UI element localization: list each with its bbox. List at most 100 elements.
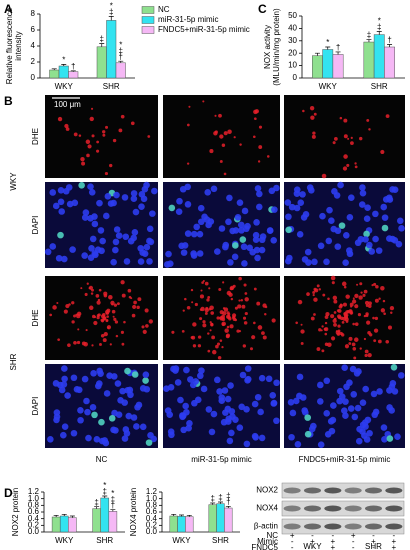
nucleus: [338, 222, 346, 229]
condition-sign: -: [311, 543, 314, 550]
legend-label: NC: [158, 5, 170, 14]
y-tick-label: 1.0: [146, 494, 158, 503]
dhe-signal: [222, 281, 225, 284]
condition-sign: +: [310, 537, 315, 546]
nucleus: [208, 428, 216, 436]
nucleus: [123, 258, 131, 265]
nucleus: [93, 436, 101, 443]
dhe-signal: [212, 349, 217, 355]
nucleus: [225, 218, 232, 226]
nucleus: [397, 372, 405, 379]
nucleus: [187, 376, 194, 383]
dhe-signal: [52, 305, 57, 310]
nucleus: [121, 435, 129, 442]
dhe-signal: [181, 329, 185, 333]
y-tick-label: 0: [31, 73, 36, 82]
nucleus: [243, 406, 250, 413]
nucleus: [214, 376, 221, 384]
nucleus: [334, 227, 342, 235]
dhe-signal: [300, 323, 303, 326]
dhe-signal: [73, 340, 77, 345]
dhe-signal: [113, 317, 117, 321]
nucleus: [89, 404, 97, 411]
dhe-signal: [194, 302, 198, 307]
nucleus: [58, 386, 66, 394]
dhe-signal: [123, 320, 126, 324]
dhe-signal: [186, 123, 190, 127]
nucleus: [329, 416, 337, 424]
blot-strip: [281, 518, 405, 535]
nucleus: [239, 236, 247, 243]
dhe-signal: [81, 161, 86, 166]
dhe-signal: [96, 316, 100, 320]
dhe-signal: [364, 300, 370, 305]
column-label: NC: [96, 455, 108, 464]
nucleus: [57, 187, 65, 194]
significance-mark: ‡: [377, 23, 381, 32]
dhe-signal: [71, 301, 75, 305]
dhe-signal: [75, 313, 78, 316]
dhe-signal: [130, 297, 133, 300]
nucleus: [258, 434, 266, 442]
dhe-signal: [226, 325, 230, 329]
blot-band: [303, 523, 322, 530]
dhe-signal: [80, 287, 83, 290]
nucleus: [239, 371, 247, 379]
y-axis-title: NOX activity: [263, 25, 272, 69]
dhe-signal: [343, 118, 348, 123]
dhe-signal: [147, 135, 151, 138]
dhe-signal: [221, 143, 226, 147]
dhe-signal: [112, 138, 117, 143]
blot-band: [283, 505, 301, 512]
nucleus: [317, 441, 325, 449]
x-tick-label: WKY: [55, 82, 74, 91]
significance-mark: *: [326, 38, 329, 47]
nucleus: [271, 206, 278, 213]
significance-mark: *: [62, 56, 65, 65]
y-tick-label: 8: [31, 9, 36, 18]
dhe-signal: [96, 300, 101, 305]
nucleus: [292, 397, 300, 405]
dhe-signal: [262, 303, 267, 308]
dhe-signal: [243, 321, 248, 325]
dhe-signal: [324, 315, 329, 319]
nucleus: [97, 227, 105, 234]
dhe-signal: [214, 114, 217, 117]
bar: [100, 497, 110, 533]
dhe-signal: [243, 283, 247, 287]
nucleus: [180, 426, 187, 434]
nucleus: [84, 408, 91, 416]
dhe-signal: [354, 165, 358, 169]
nucleus: [196, 250, 204, 257]
nucleus: [121, 194, 129, 201]
dhe-signal: [64, 123, 69, 129]
dhe-signal: [367, 330, 371, 335]
column-label: miR-31-5p mimic: [191, 455, 251, 464]
blot-band: [283, 487, 301, 494]
nucleus: [224, 405, 232, 413]
nucleus: [218, 225, 226, 232]
dhe-signal: [77, 328, 80, 331]
dhe-signal: [192, 344, 197, 348]
nucleus: [372, 408, 380, 416]
nucleus: [362, 236, 369, 243]
dhe-signal: [188, 105, 191, 108]
nucleus: [91, 213, 98, 220]
dhe-signal: [339, 316, 344, 321]
dhe-signal: [80, 156, 85, 162]
nucleus: [236, 199, 244, 207]
dhe-signal: [190, 288, 194, 292]
dhe-signal: [221, 317, 226, 322]
bar: [68, 71, 79, 79]
dhe-signal: [253, 109, 258, 115]
significance-mark: *: [378, 17, 381, 26]
nucleus: [254, 393, 262, 401]
dhe-signal: [120, 114, 125, 119]
condition-sign: -: [392, 531, 395, 540]
nucleus: [391, 388, 399, 395]
nucleus: [133, 423, 140, 430]
nucleus: [77, 407, 84, 414]
significance-mark: ‡: [100, 35, 104, 44]
scale-bar-label: 100 μm: [54, 100, 81, 109]
x-tick-label: SHR: [96, 536, 113, 545]
